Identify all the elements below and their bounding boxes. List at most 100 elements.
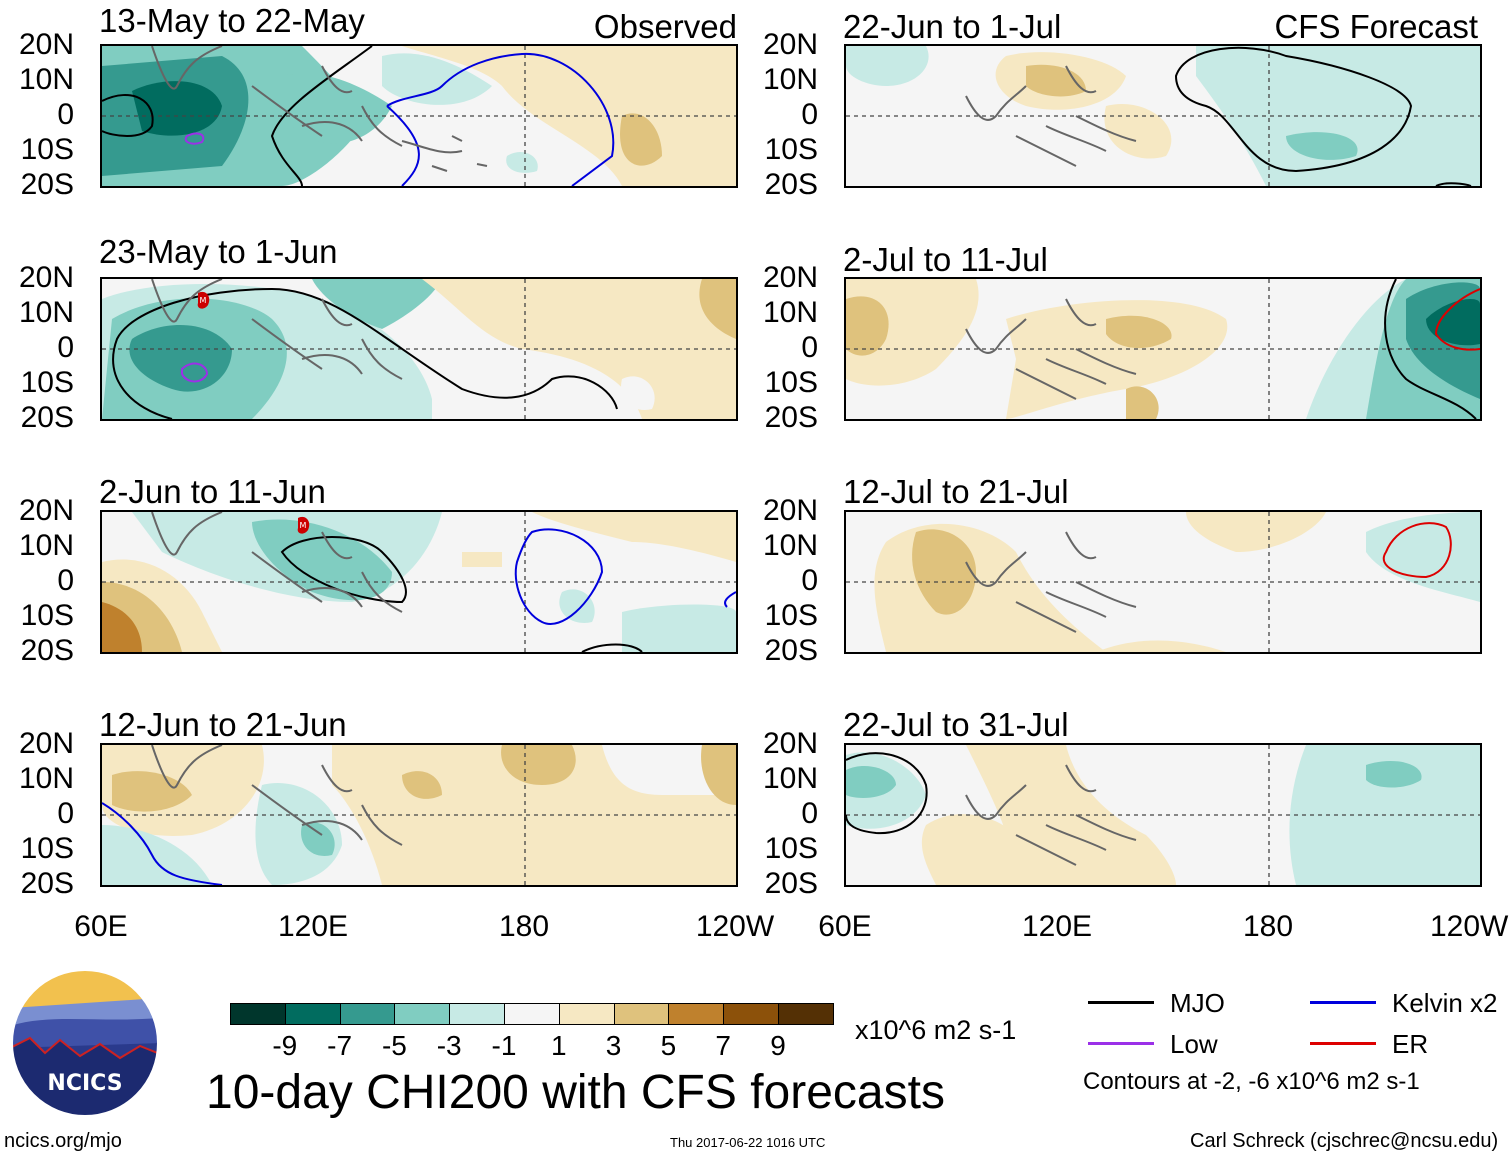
colorbar-swatch-3 (394, 1003, 451, 1025)
legend-line-er (1310, 1042, 1376, 1045)
colorbar-label-2: -5 (381, 1030, 407, 1061)
svg-text:M: M (200, 296, 207, 305)
y-tick-left-row2-2: 0 (57, 331, 74, 364)
legend-line-low (1088, 1042, 1154, 1045)
y-tick-left-row1-3: 10S (20, 133, 74, 166)
panel-title-2: 23-May to 1-Jun (99, 233, 338, 270)
legend-note: Contours at -2, -6 x10^6 m2 s-1 (1083, 1068, 1420, 1095)
y-tick-right-row1-4: 20S (764, 168, 818, 201)
colorbar-swatch-6 (558, 1003, 615, 1025)
y-tick-left-row2-4: 20S (20, 401, 74, 434)
colorbar-swatch-10 (778, 1003, 834, 1025)
y-tick-left-row1-1: 10N (18, 63, 74, 96)
y-tick-left-row3-3: 10S (20, 599, 74, 632)
panel-title-7: 12-Jul to 21-Jul (843, 473, 1069, 510)
colorbar-swatch-7 (613, 1003, 670, 1025)
y-tick-left-row3-1: 10N (18, 529, 74, 562)
legend-label-low: Low (1170, 1029, 1218, 1059)
panel-title-3: 2-Jun to 11-Jun (99, 473, 326, 510)
x-tick-120e-right: 120E (1021, 910, 1093, 943)
x-tick-120w-left: 120W (695, 910, 775, 943)
colorbar-swatch-0 (230, 1003, 286, 1025)
legend-label-kelvin: Kelvin x2 (1392, 988, 1498, 1018)
y-tick-right-row1-3: 10S (764, 133, 818, 166)
y-tick-right-row4-2: 0 (801, 797, 818, 830)
y-tick-left-row3-0: 20N (18, 494, 74, 527)
y-tick-right-row3-3: 10S (764, 599, 818, 632)
svg-text:M: M (300, 521, 307, 530)
timestamp: Thu 2017-06-22 1016 UTC (670, 1135, 826, 1150)
y-tick-left-row1-0: 20N (18, 28, 74, 61)
y-tick-right-row4-0: 20N (762, 727, 818, 760)
y-tick-left-row2-1: 10N (18, 296, 74, 329)
y-tick-right-row4-4: 20S (764, 867, 818, 900)
panel-title-1: 13-May to 22-May (99, 2, 365, 39)
panel-title-4: 12-Jun to 21-Jun (99, 706, 347, 743)
colorbar-label-5: 1 (551, 1030, 567, 1061)
colorbar-label-8: 7 (715, 1030, 731, 1061)
x-tick-180-right: 180 (1242, 910, 1294, 943)
y-tick-right-row2-3: 10S (764, 366, 818, 399)
y-tick-right-row2-4: 20S (764, 401, 818, 434)
author-credit: Carl Schreck (cjschrec@ncsu.edu) (1190, 1130, 1499, 1152)
y-tick-right-row2-1: 10N (762, 296, 818, 329)
map-panel-2: M (100, 277, 738, 421)
y-tick-right-row4-3: 10S (764, 832, 818, 865)
y-tick-left-row2-0: 20N (18, 261, 74, 294)
map-panel-6 (844, 277, 1482, 421)
map-panel-7 (844, 510, 1482, 654)
y-tick-left-row4-0: 20N (18, 727, 74, 760)
site-link[interactable]: ncics.org/mjo (4, 1130, 122, 1152)
x-tick-60e-right: 60E (818, 910, 872, 943)
x-tick-60e-left: 60E (74, 910, 128, 943)
y-tick-right-row3-2: 0 (801, 564, 818, 597)
y-tick-right-row1-0: 20N (762, 28, 818, 61)
colorbar-units: x10^6 m2 s-1 (855, 1015, 1017, 1045)
y-tick-right-row2-2: 0 (801, 331, 818, 364)
logo-text: NCICS (47, 1071, 122, 1096)
legend-label-mjo: MJO (1170, 988, 1225, 1018)
y-tick-left-row4-3: 10S (20, 832, 74, 865)
map-panel-8 (844, 743, 1482, 887)
ncics-logo: NCICS (10, 968, 160, 1118)
colorbar-label-4: -1 (491, 1030, 517, 1061)
colorbar-swatch-9 (723, 1003, 779, 1025)
colorbar-swatch-5 (504, 1003, 560, 1025)
storm-marker-icon: M (297, 516, 310, 534)
colorbar-swatch-4 (449, 1003, 505, 1025)
x-tick-120e-left: 120E (277, 910, 349, 943)
colorbar-label-3: -3 (436, 1030, 462, 1061)
y-tick-left-row1-2: 0 (57, 98, 74, 131)
legend-line-kelvin (1310, 1001, 1376, 1004)
y-tick-right-row1-1: 10N (762, 63, 818, 96)
panel-title-5: 22-Jun to 1-Jul (843, 8, 1062, 45)
map-panel-5 (844, 44, 1482, 188)
y-tick-left-row4-4: 20S (20, 867, 74, 900)
colorbar-swatch-8 (668, 1003, 725, 1025)
y-tick-right-row3-4: 20S (764, 634, 818, 667)
x-tick-180-left: 180 (498, 910, 550, 943)
panel-title-6: 2-Jul to 11-Jul (843, 241, 1048, 278)
y-tick-left-row2-3: 10S (20, 366, 74, 399)
y-tick-right-row4-1: 10N (762, 762, 818, 795)
colorbar-label-9: 9 (770, 1030, 786, 1061)
colorbar-label-0: -9 (272, 1030, 298, 1061)
observed-label: Observed (593, 8, 737, 45)
map-panel-1 (100, 44, 738, 188)
y-tick-left-row3-4: 20S (20, 634, 74, 667)
x-tick-120w-right: 120W (1430, 912, 1509, 942)
map-panel-3: M (100, 510, 738, 654)
legend-label-er: ER (1392, 1029, 1429, 1059)
y-tick-right-row3-1: 10N (762, 529, 818, 562)
colorbar-swatch-1 (284, 1003, 341, 1025)
colorbar-label-1: -7 (327, 1030, 353, 1061)
y-tick-right-row1-2: 0 (801, 98, 818, 131)
y-tick-right-row2-0: 20N (762, 261, 818, 294)
y-tick-left-row1-4: 20S (20, 168, 74, 201)
panel-title-8: 22-Jul to 31-Jul (843, 706, 1069, 743)
storm-marker-icon: M (197, 291, 210, 309)
y-tick-left-row4-2: 0 (57, 797, 74, 830)
forecast-label: CFS Forecast (1274, 8, 1478, 45)
colorbar-swatch-2 (339, 1003, 396, 1025)
colorbar-label-7: 5 (660, 1030, 677, 1061)
